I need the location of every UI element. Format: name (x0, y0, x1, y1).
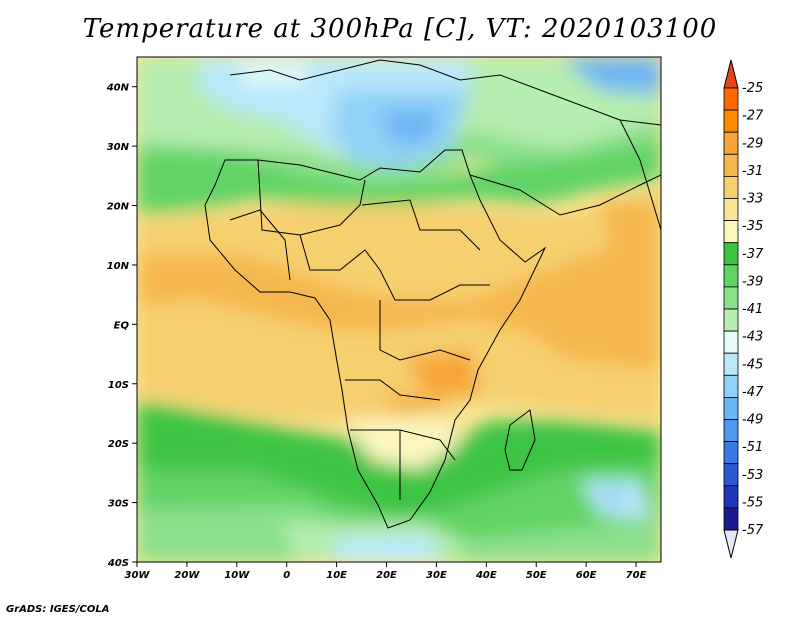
colorbar-swatch (723, 198, 739, 222)
lon-tick-label: 10W (224, 570, 250, 581)
colorbar-label: -39 (742, 274, 763, 289)
colorbar-swatch (723, 87, 739, 111)
colorbar-swatch (723, 242, 739, 266)
colorbar: -25 -27 -29 -31 -33 -35 -37 -39 -41 -43 -45 -47 -49 -… (723, 59, 764, 559)
lon-tick-label: 0 (283, 570, 290, 581)
colorbar-label: -41 (742, 302, 763, 317)
lon-tick-label: 20E (376, 570, 397, 581)
longitude-axis: 30W 20W 10W 0 10E 20E 30E 40E 50E 60E 70E (125, 562, 647, 581)
coastlines (204, 59, 661, 529)
latitude-axis: 40N 30N 20N 10N EQ 10S 20S 30S 40S (106, 83, 137, 569)
colorbar-swatch (723, 308, 739, 332)
lon-tick-label: 20W (174, 570, 200, 581)
lat-tick-label: 40N (106, 83, 130, 94)
lat-tick-label: 30N (107, 142, 130, 153)
lon-tick-label: 30E (426, 570, 447, 581)
colorbar-label: -25 (742, 81, 763, 96)
colorbar-label: -35 (742, 219, 763, 234)
colorbar-swatch (723, 463, 739, 487)
colorbar-label: -53 (742, 468, 763, 483)
credit-text: GrADS: IGES/COLA (6, 604, 110, 615)
colorbar-label: -37 (742, 247, 764, 262)
lon-tick-label: 40E (475, 570, 497, 581)
lon-tick-label: 30W (125, 570, 151, 581)
map-title: Temperature at 300hPa [C], VT: 202010310… (82, 14, 718, 44)
lat-tick-label: EQ (114, 320, 130, 331)
lat-tick-label: 20S (108, 439, 129, 450)
colorbar-swatch (723, 419, 739, 443)
colorbar-label: -45 (742, 357, 763, 372)
colorbar-swatch (723, 286, 739, 310)
colorbar-swatch (723, 264, 739, 288)
colorbar-label: -29 (742, 136, 763, 151)
colorbar-swatch (723, 220, 739, 244)
lon-tick-label: 60E (576, 570, 597, 581)
colorbar-swatch (723, 485, 739, 509)
colorbar-label: -51 (742, 440, 763, 455)
colorbar-swatch (723, 109, 739, 133)
colorbar-bottom-arrow (723, 529, 739, 559)
colorbar-label: -49 (742, 413, 763, 428)
plot-frame (136, 56, 662, 563)
colorbar-swatch (723, 396, 739, 420)
colorbar-label: -55 (742, 495, 763, 510)
colorbar-label: -31 (742, 164, 763, 179)
colorbar-swatch (723, 441, 739, 465)
colorbar-label: -47 (742, 385, 764, 400)
lat-tick-label: 20N (107, 202, 130, 213)
colorbar-label: -27 (742, 109, 764, 124)
colorbar-top-arrow (723, 59, 739, 89)
colorbar-swatch (723, 507, 739, 531)
temperature-field (137, 57, 661, 562)
lat-tick-label: 30S (108, 499, 129, 510)
colorbar-swatch (723, 175, 739, 199)
colorbar-swatch (723, 131, 739, 155)
colorbar-swatch (723, 352, 739, 376)
lon-tick-label: 50E (526, 570, 547, 581)
lat-tick-label: 10S (108, 380, 129, 391)
lon-tick-label: 70E (626, 570, 647, 581)
colorbar-label: -43 (742, 330, 763, 345)
colorbar-swatch (723, 153, 739, 177)
colorbar-label: -57 (742, 523, 764, 538)
lon-tick-label: 10E (326, 570, 347, 581)
colorbar-label: -33 (742, 192, 763, 207)
colorbar-swatch (723, 374, 739, 398)
lat-tick-label: 40S (107, 558, 129, 569)
colorbar-swatch (723, 330, 739, 354)
lat-tick-label: 10N (107, 261, 130, 272)
